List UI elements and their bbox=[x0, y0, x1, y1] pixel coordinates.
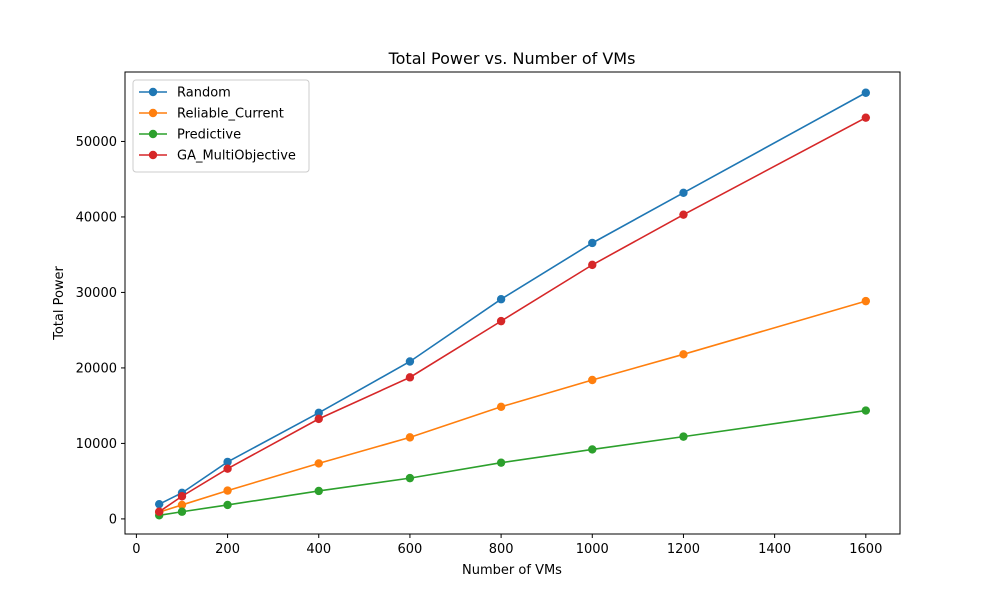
legend-marker bbox=[148, 108, 158, 118]
legend-box bbox=[132, 79, 310, 173]
data-point bbox=[588, 238, 597, 248]
data-point bbox=[679, 210, 688, 219]
y-tick-label: 0 bbox=[109, 512, 117, 527]
data-point bbox=[223, 486, 232, 495]
data-point bbox=[679, 188, 688, 197]
chart-title: Total Power vs. Number of VMs bbox=[388, 49, 636, 68]
data-point bbox=[588, 260, 597, 270]
data-point bbox=[405, 357, 415, 366]
data-point bbox=[679, 432, 688, 441]
data-point bbox=[223, 457, 232, 467]
data-point bbox=[496, 316, 506, 326]
legend-marker bbox=[148, 129, 158, 139]
data-point bbox=[223, 500, 232, 510]
data-point bbox=[405, 473, 415, 483]
data-point bbox=[861, 113, 871, 122]
data-point bbox=[405, 433, 415, 442]
y-tick-label: 20000 bbox=[76, 361, 117, 376]
data-point bbox=[588, 375, 597, 385]
legend-label: Reliable_Current bbox=[177, 107, 284, 122]
data-point bbox=[861, 406, 871, 415]
data-point bbox=[679, 350, 688, 359]
x-tick-label: 600 bbox=[398, 542, 423, 557]
plot-area: 0 200 400 600 800 1000 1200 1400 1600 0 10000 20000… bbox=[76, 71, 901, 557]
data-point bbox=[496, 458, 506, 467]
x-tick-label: 0 bbox=[132, 542, 140, 557]
x-tick-label: 400 bbox=[306, 542, 331, 557]
legend-marker bbox=[148, 87, 158, 97]
x-axis-label: Number of VMs bbox=[462, 563, 562, 578]
x-tick-label: 1400 bbox=[758, 542, 791, 557]
data-point bbox=[177, 500, 187, 510]
data-point bbox=[861, 296, 871, 306]
axes-frame bbox=[124, 71, 901, 535]
data-point bbox=[177, 492, 187, 501]
data-point bbox=[314, 414, 323, 424]
data-point bbox=[405, 373, 415, 382]
y-axis-label: Total Power bbox=[52, 265, 67, 340]
legend: Random Reliable_Current Predictive GA_Multi… bbox=[132, 79, 310, 173]
x-tick-label: 800 bbox=[489, 542, 514, 557]
x-tick-label: 1000 bbox=[576, 542, 609, 557]
data-point bbox=[588, 445, 597, 454]
x-tick-label: 200 bbox=[215, 542, 240, 557]
y-tick-label: 50000 bbox=[76, 135, 117, 150]
data-point bbox=[154, 499, 164, 509]
y-tick-label: 40000 bbox=[76, 210, 117, 225]
data-point bbox=[496, 402, 506, 411]
x-tick-label: 1600 bbox=[849, 542, 882, 557]
data-point bbox=[223, 464, 232, 473]
y-tick-label: 10000 bbox=[76, 437, 117, 452]
legend-marker bbox=[148, 150, 158, 160]
data-point bbox=[861, 88, 871, 97]
legend-label: GA_MultiObjective bbox=[177, 149, 296, 164]
data-point bbox=[314, 486, 323, 496]
data-point bbox=[314, 459, 323, 468]
data-point bbox=[154, 507, 164, 516]
data-point bbox=[314, 408, 323, 418]
legend-label: Random bbox=[177, 86, 231, 101]
data-point bbox=[177, 507, 187, 516]
y-tick-label: 30000 bbox=[76, 286, 117, 301]
x-tick-label: 1200 bbox=[667, 542, 700, 557]
legend-label: Predictive bbox=[177, 128, 241, 143]
data-point bbox=[496, 295, 506, 304]
